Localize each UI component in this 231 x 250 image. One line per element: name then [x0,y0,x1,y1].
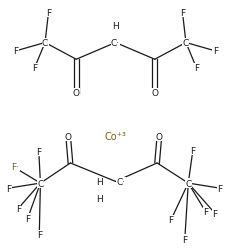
Text: C·: C· [117,177,126,186]
Text: H: H [96,177,103,186]
Text: F: F [13,47,18,56]
Text: F: F [168,216,173,224]
Text: F: F [25,214,30,223]
Text: F: F [203,207,208,216]
Text: O: O [65,132,72,141]
Text: F: F [46,9,51,18]
Text: Co⁺³: Co⁺³ [105,132,126,142]
Text: H: H [112,22,119,31]
Text: F: F [37,230,42,239]
Text: F: F [16,204,21,213]
Text: F: F [182,235,187,244]
Text: C: C [183,39,189,48]
Text: F: F [180,9,185,18]
Text: C: C [37,179,44,188]
Text: F·: F· [12,162,19,171]
Text: F: F [190,146,195,155]
Text: H: H [96,194,103,203]
Text: F: F [6,184,11,193]
Text: C·: C· [111,39,120,48]
Text: C: C [185,179,191,188]
Text: F: F [212,209,217,218]
Text: F: F [194,64,199,73]
Text: C: C [42,39,48,48]
Text: F: F [32,64,37,73]
Text: F: F [217,184,222,193]
Text: F: F [36,147,41,156]
Text: O: O [156,132,163,141]
Text: O: O [73,89,80,98]
Text: F: F [213,47,218,56]
Text: O: O [151,89,158,98]
